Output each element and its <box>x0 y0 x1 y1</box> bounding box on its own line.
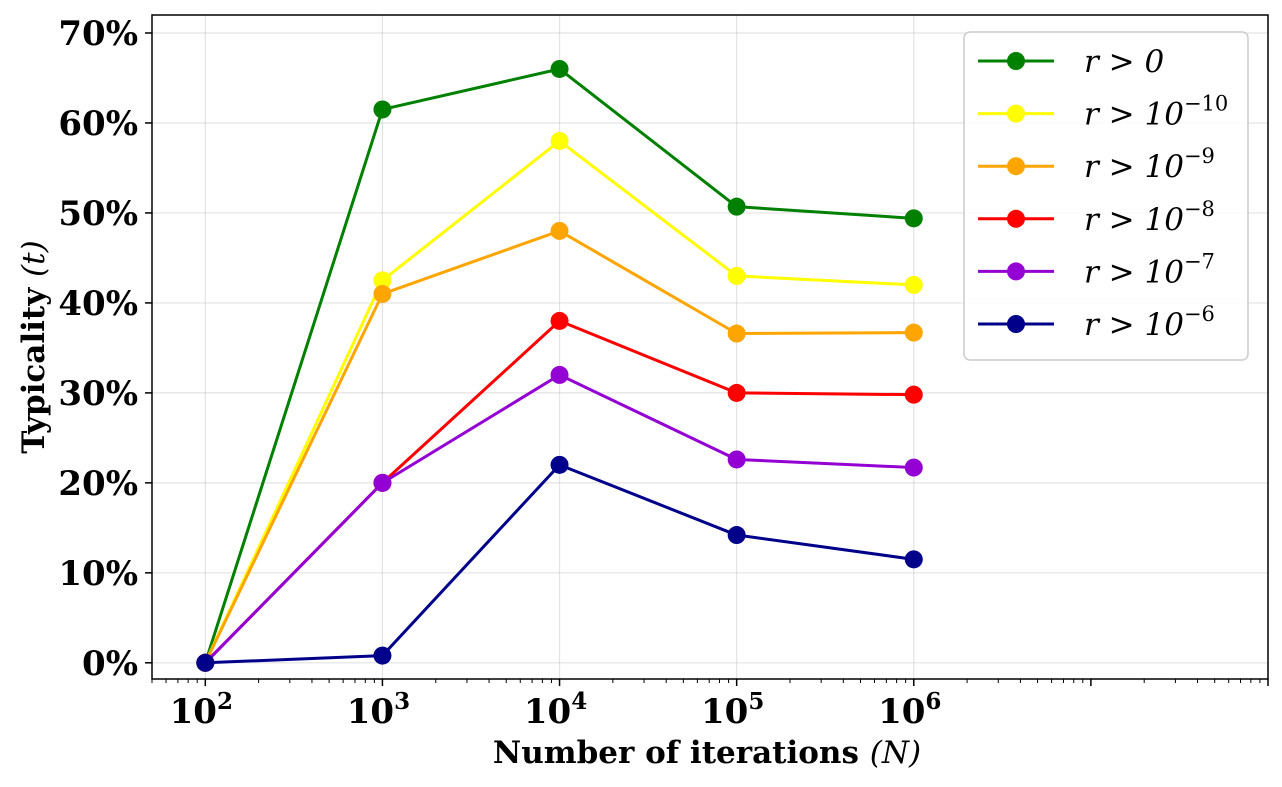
axis-ticks: 0% 10% 20% 30% 40% 50% 60% 70% 102 103 104 105 106 <box>58 14 1269 732</box>
x-tick-label: 104 <box>524 688 587 732</box>
legend-item: r > 10−8 <box>978 197 1215 238</box>
y-tick-label: 40% <box>58 284 138 324</box>
data-point <box>550 365 569 384</box>
data-point <box>904 385 923 404</box>
y-tick-label: 0% <box>82 644 138 684</box>
y-tick-label: 60% <box>58 104 138 144</box>
legend-item: r > 10−10 <box>978 92 1228 133</box>
y-tick-label: 30% <box>58 374 138 414</box>
legend-label: r > 10−6 <box>1084 302 1215 343</box>
data-point <box>373 271 392 290</box>
x-tick-label: 106 <box>878 688 941 732</box>
data-point <box>727 526 746 545</box>
data-point <box>904 323 923 342</box>
data-point <box>550 131 569 150</box>
legend-marker <box>1007 104 1025 123</box>
plot-frame <box>151 14 1269 680</box>
data-point <box>373 646 392 665</box>
x-tick-label: 102 <box>170 688 233 732</box>
legend-item: r > 0 <box>978 44 1164 80</box>
data-point <box>550 221 569 240</box>
data-point <box>727 450 746 469</box>
legend-label: r > 10−7 <box>1084 249 1215 290</box>
legend-label: r > 10−10 <box>1084 92 1228 133</box>
data-point <box>727 266 746 285</box>
legend-label: r > 10−9 <box>1084 144 1215 185</box>
data-point <box>727 324 746 343</box>
data-point <box>904 458 923 477</box>
data-point <box>373 284 392 303</box>
data-point <box>904 275 923 294</box>
data-point <box>904 209 923 228</box>
grid <box>152 15 1268 679</box>
legend-marker <box>1007 52 1025 70</box>
legend-marker <box>1007 157 1025 176</box>
y-tick-label: 10% <box>58 554 138 594</box>
data-point <box>373 473 392 492</box>
legend: r > 0 r > 10−10 r > 10−9 r > 10−8 r > 10−7 r … <box>963 31 1249 361</box>
legend-marker <box>1007 262 1025 281</box>
y-tick-label: 70% <box>58 14 138 54</box>
y-axis-label: Typicality (t) <box>16 240 52 453</box>
x-tick-label: 105 <box>701 688 764 732</box>
legend-marker <box>1007 209 1025 228</box>
legend-marker <box>1007 315 1025 333</box>
legend-label: r > 0 <box>1084 44 1164 80</box>
series-lines <box>196 59 923 672</box>
data-point <box>727 383 746 402</box>
series-group <box>196 131 923 672</box>
data-point <box>727 197 746 216</box>
legend-item: r > 10−7 <box>978 249 1215 290</box>
data-point <box>373 100 392 119</box>
legend-label: r > 10−8 <box>1084 197 1215 238</box>
data-point <box>550 311 569 330</box>
data-point <box>904 550 923 569</box>
x-tick-label: 103 <box>347 688 410 732</box>
y-tick-label: 20% <box>58 464 138 504</box>
legend-item: r > 10−9 <box>978 144 1215 185</box>
data-point <box>550 455 569 474</box>
legend-item: r > 10−6 <box>978 302 1215 343</box>
series-group <box>196 455 923 672</box>
y-tick-label: 50% <box>58 194 138 234</box>
data-point <box>196 653 215 672</box>
data-point <box>550 59 569 78</box>
x-axis-label: Number of iterations (N) <box>493 735 921 771</box>
